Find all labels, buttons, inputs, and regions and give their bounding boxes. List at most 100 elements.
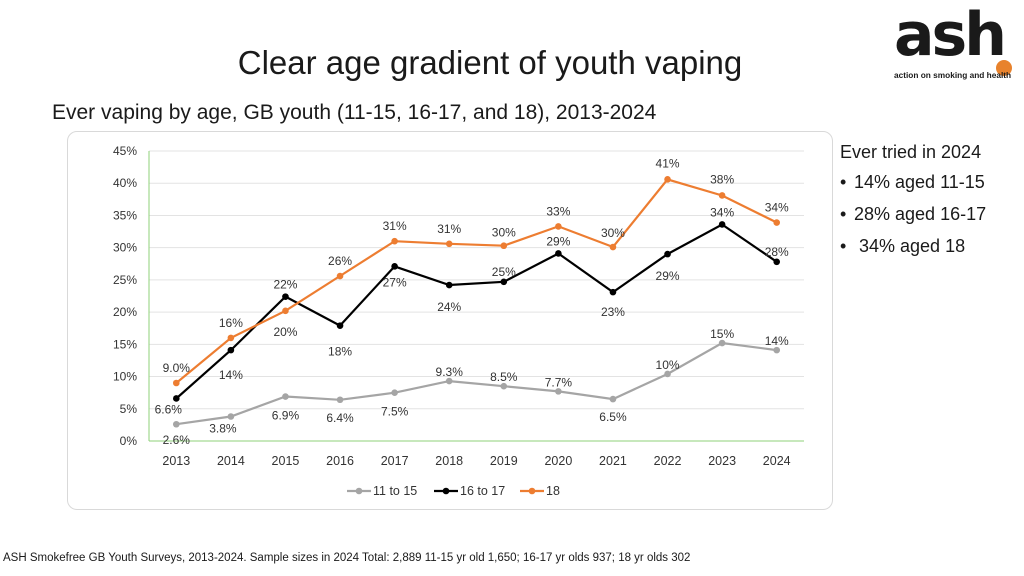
data-label: 18% [328,345,352,359]
slide-title: Clear age gradient of youth vaping [237,44,743,81]
data-point [664,176,671,183]
data-point [500,382,508,390]
data-point [664,250,671,258]
source-footnote: ASH Smokefree GB Youth Surveys, 2013-202… [3,552,691,564]
summary-item: • 28% aged 16-17 [840,204,986,225]
data-label: 20% [273,325,297,339]
data-label: 9.3% [436,365,464,379]
summary-title: Ever tried in 2024 [840,142,982,162]
data-point [172,395,180,402]
data-label: 27% [383,275,407,289]
summary-item: • 14% aged 11-15 [840,172,986,193]
x-tick-label: 2017 [381,454,409,468]
data-point [555,250,562,257]
data-point [445,377,453,385]
y-tick-label: 35% [113,208,137,222]
data-label: 6.6% [155,402,183,416]
data-label: 29% [656,269,680,283]
data-label: 15% [710,327,734,341]
data-label: 6.5% [599,410,627,424]
data-point [391,237,398,245]
legend-marker [528,487,536,495]
data-label: 9.0% [163,361,191,375]
x-tick-label: 2013 [162,454,190,468]
data-label: 26% [328,254,352,268]
data-point [282,307,289,315]
y-tick-label: 30% [113,241,137,255]
ash-logo: ash action on smoking and health [894,0,1014,84]
data-label: 34% [765,201,789,215]
data-label: 31% [437,222,461,236]
data-label: 7.5% [381,405,409,419]
data-point [555,388,562,395]
y-tick-label: 25% [113,273,137,287]
data-label: 7.7% [545,375,573,389]
data-label: 30% [492,226,516,240]
logo-dot [996,60,1012,76]
series-line [175,223,778,400]
x-tick-label: 2020 [544,454,572,468]
data-label: 2.6% [163,433,191,447]
bullet-icon: • [840,236,847,256]
data-label: 6.9% [272,409,300,423]
data-point [391,389,398,396]
data-label: 14% [219,368,243,382]
data-label: 30% [601,226,625,240]
data-label: 41% [656,156,680,170]
data-point [336,272,344,280]
x-tick-label: 2022 [654,454,682,468]
summary-list: • 14% aged 11-15 • 28% aged 16-17 • 34% ag… [840,172,986,257]
logo-wordmark: ash [894,0,1007,70]
data-point [227,413,235,420]
bullet-icon: • [840,172,847,192]
data-point [773,258,781,266]
data-point [718,221,726,228]
summary-item-text: 34% aged 18 [854,236,966,256]
data-label: 14% [765,334,789,348]
logo-tagline: action on smoking and health [894,70,1012,80]
data-point [718,192,726,199]
data-point [282,393,289,400]
summary-item-text: 28% aged 16-17 [854,204,987,224]
data-point [500,278,508,286]
data-label: 16% [219,316,243,330]
data-point [773,346,781,354]
data-label: 29% [546,234,570,248]
legend-label: 18 [546,484,560,498]
data-label: 31% [383,219,407,233]
data-label: 8.5% [490,370,518,384]
data-label: 22% [273,278,297,292]
summary-item: • 34% aged 18 [840,236,986,257]
legend-marker [355,487,363,495]
line-chart: 0% 5% 10% 15% 20% 25% 30% 35% 40% 45% 2013 2014 2015… [113,144,804,498]
x-tick-label: 2016 [326,454,354,468]
data-point [445,240,453,248]
data-label: 38% [710,172,734,186]
slide-subtitle: Ever vaping by age, GB youth (11-15, 16-… [52,101,657,124]
bullet-icon: • [840,204,847,224]
data-point [555,223,562,230]
data-point [664,370,671,378]
x-tick-label: 2023 [708,454,736,468]
x-tick-label: 2018 [435,454,463,468]
data-point [282,293,289,300]
data-point [609,395,617,403]
y-tick-label: 0% [120,434,138,448]
data-point [445,281,453,289]
x-tick-label: 2014 [217,454,245,468]
data-label: 25% [492,265,516,279]
legend-label: 11 to 15 [373,484,417,498]
data-label: 23% [601,305,625,319]
data-point [172,420,180,428]
data-label: 24% [437,300,461,314]
y-tick-label: 5% [120,402,138,416]
data-point [172,379,180,387]
x-tick-label: 2019 [490,454,518,468]
summary-box: Ever tried in 2024 • 14% aged 11-15 • 28% … [840,142,986,268]
chart-panel: 0% 5% 10% 15% 20% 25% 30% 35% 40% 45% 2013 2014 2015… [67,131,833,510]
data-point [336,396,344,404]
y-tick-label: 10% [113,370,137,384]
y-tick-label: 45% [113,144,137,158]
y-tick-label: 15% [113,337,137,351]
data-point [718,339,726,347]
